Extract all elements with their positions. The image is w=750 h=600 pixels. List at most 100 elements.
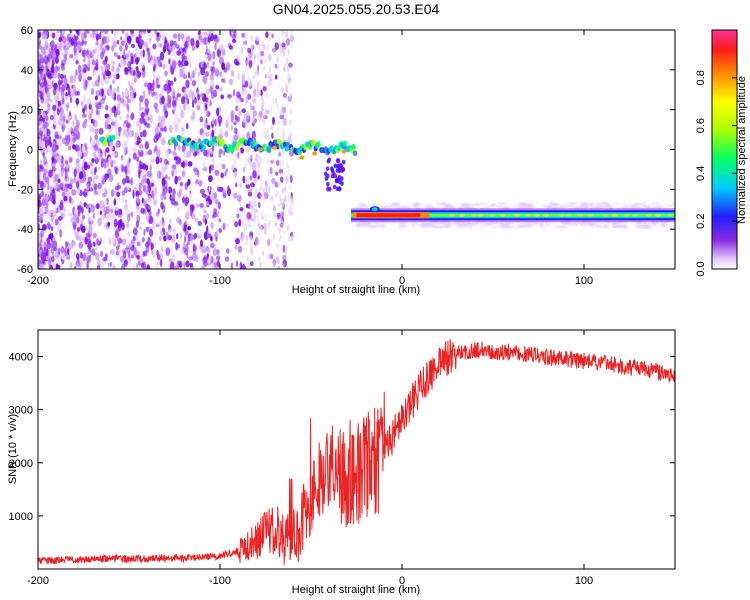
noise-blob	[68, 196, 72, 204]
noise-blob	[82, 78, 87, 83]
noise-blob	[47, 210, 51, 218]
snr-x-axis-label: Height of straight line (km)	[292, 584, 420, 596]
noise-blob	[74, 90, 79, 96]
noise-blob	[87, 76, 92, 81]
noise-blob	[178, 144, 181, 151]
noise-blob	[260, 95, 264, 101]
noise-blob	[197, 228, 202, 236]
noise-blob	[147, 197, 152, 203]
noise-blob	[212, 51, 216, 60]
noise-blob	[85, 149, 88, 157]
noise-blob	[152, 243, 155, 249]
noise-blob	[174, 169, 178, 176]
noise-blob	[122, 145, 127, 154]
noise-blob	[49, 232, 53, 241]
noise-blob	[119, 57, 125, 67]
noise-blob	[52, 236, 56, 242]
noise-blob	[38, 98, 41, 104]
noise-blob	[259, 261, 262, 269]
noise-blob	[173, 40, 177, 46]
ridge-haze	[359, 222, 369, 228]
noise-blob	[282, 230, 286, 235]
noise-blob	[219, 44, 224, 51]
noise-blob	[128, 129, 133, 138]
noise-blob	[177, 195, 181, 202]
noise-blob	[244, 111, 247, 117]
noise-blob	[116, 237, 122, 242]
noise-blob	[58, 216, 63, 221]
noise-blob	[281, 219, 284, 223]
noise-blob	[68, 37, 72, 42]
noise-blob	[138, 144, 143, 152]
noise-blob	[216, 255, 221, 261]
ridge-haze	[356, 222, 367, 227]
noise-blob	[145, 189, 150, 196]
noise-blob	[65, 119, 70, 124]
y-tick-label: 1000	[9, 511, 33, 523]
noise-blob	[285, 82, 288, 90]
noise-blob	[258, 156, 262, 162]
ridge-haze	[437, 202, 447, 206]
ridge-1-tail	[337, 186, 342, 192]
noise-blob	[111, 106, 117, 114]
noise-blob	[258, 48, 261, 54]
noise-blob	[92, 213, 96, 219]
noise-blob	[257, 192, 262, 199]
noise-blob	[253, 198, 257, 204]
noise-blob	[78, 241, 84, 249]
noise-blob	[185, 122, 189, 130]
noise-blob	[265, 109, 271, 115]
noise-blob	[178, 47, 184, 54]
noise-blob	[93, 190, 99, 196]
noise-blob	[78, 73, 83, 82]
noise-blob	[251, 216, 256, 223]
noise-blob	[52, 240, 58, 249]
noise-blob	[52, 88, 57, 96]
noise-blob	[42, 156, 48, 165]
noise-blob	[140, 203, 145, 209]
noise-blob	[177, 117, 181, 124]
noise-blob	[39, 54, 44, 62]
noise-blob	[249, 175, 253, 181]
noise-blob	[256, 80, 260, 87]
noise-blob	[60, 181, 65, 187]
noise-blob	[159, 258, 163, 268]
noise-blob	[179, 105, 182, 110]
noise-blob	[132, 146, 137, 153]
noise-blob	[207, 98, 211, 107]
noise-blob	[86, 97, 92, 106]
noise-blob	[90, 216, 95, 225]
noise-blob	[156, 170, 162, 179]
noise-blob	[95, 203, 100, 209]
ridge-1-tail	[327, 157, 332, 163]
noise-blob	[157, 115, 162, 122]
noise-blob	[260, 50, 265, 57]
ridge-1-hotspot	[299, 155, 305, 160]
ridge-haze	[456, 223, 462, 229]
noise-blob	[82, 94, 87, 104]
ridge-haze	[639, 201, 647, 207]
noise-blob	[95, 107, 99, 116]
noise-blob	[249, 159, 252, 167]
noise-blob	[107, 168, 112, 176]
noise-blob	[252, 98, 257, 104]
ridge-haze	[559, 203, 570, 209]
noise-blob	[291, 199, 294, 206]
noise-blob	[253, 205, 257, 211]
noise-blob	[218, 87, 223, 92]
noise-blob	[82, 236, 85, 241]
noise-blob	[196, 149, 200, 155]
ridge-haze	[599, 202, 609, 205]
noise-blob	[279, 198, 283, 206]
noise-blob	[100, 250, 104, 257]
noise-blob	[241, 33, 246, 38]
noise-blob	[123, 120, 129, 125]
noise-blob	[110, 208, 114, 214]
noise-blob	[136, 70, 141, 79]
noise-blob	[173, 113, 179, 120]
ridge-1-tail	[338, 162, 343, 168]
noise-blob	[57, 247, 61, 254]
noise-blob	[149, 114, 153, 123]
noise-blob	[156, 250, 159, 257]
noise-blob	[263, 191, 269, 200]
